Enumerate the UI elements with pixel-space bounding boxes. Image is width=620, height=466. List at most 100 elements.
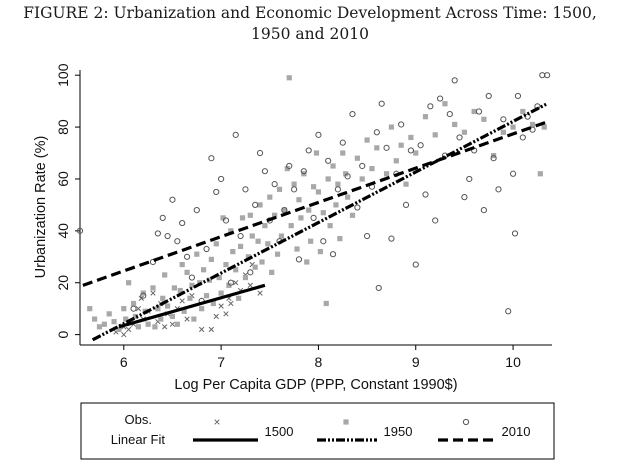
point-1950 <box>162 272 168 278</box>
point-1950 <box>255 238 261 244</box>
point-2010 <box>247 269 254 276</box>
point-1950 <box>230 249 236 255</box>
point-1950 <box>345 194 351 200</box>
point-2010 <box>325 157 332 164</box>
point-1950 <box>294 246 300 252</box>
point-1950 <box>158 316 164 322</box>
point-1500 <box>179 298 185 304</box>
point-2010 <box>130 305 137 312</box>
point-2010 <box>344 173 351 180</box>
point-1950 <box>388 124 395 130</box>
point-2010 <box>295 256 303 263</box>
point-1950 <box>132 313 139 320</box>
point-1950 <box>169 313 176 320</box>
point-1500 <box>247 282 253 288</box>
point-1500 <box>233 280 239 286</box>
point-1950 <box>171 285 177 291</box>
point-1950 <box>349 212 356 218</box>
point-1950 <box>413 150 419 156</box>
point-1950 <box>325 176 331 182</box>
point-1950 <box>315 189 322 195</box>
point-1950 <box>335 181 341 187</box>
point-1950 <box>174 321 180 327</box>
point-1950 <box>130 300 137 307</box>
point-2010 <box>466 175 473 183</box>
point-1950 <box>296 197 302 203</box>
point-1950 <box>87 306 93 312</box>
fit-line-1950 <box>91 102 548 342</box>
point-1950 <box>228 228 234 234</box>
point-2010 <box>183 253 191 260</box>
point-1950 <box>200 267 207 273</box>
point-1950 <box>364 137 370 143</box>
point-2010 <box>436 95 444 102</box>
y-tick-label: 40 <box>55 223 71 239</box>
point-1950 <box>274 251 281 257</box>
point-2010 <box>222 217 230 224</box>
point-2010 <box>461 194 468 201</box>
point-2010 <box>402 201 410 209</box>
legend-series-label-1950: 1950 <box>384 424 413 439</box>
point-1950 <box>150 285 156 291</box>
point-2010 <box>252 201 259 209</box>
legend: Obs. Linear Fit 1500 1950 2010 <box>80 402 555 460</box>
point-1950 <box>520 108 526 115</box>
point-1950 <box>529 121 536 128</box>
x-tick-label: 9 <box>412 354 420 370</box>
point-2010 <box>349 111 356 118</box>
y-tick-label: 20 <box>55 275 71 291</box>
point-1950 <box>269 269 275 275</box>
point-1950 <box>333 202 339 208</box>
point-1950 <box>236 295 242 301</box>
point-1950 <box>106 311 112 317</box>
point-2010 <box>271 181 278 188</box>
point-2010 <box>432 217 439 224</box>
point-2010 <box>140 292 147 299</box>
point-1950 <box>374 145 380 151</box>
point-1950 <box>239 215 246 221</box>
point-2010 <box>300 168 307 175</box>
point-1950 <box>91 316 98 322</box>
point-1950 <box>442 101 448 107</box>
point-1950 <box>481 116 487 122</box>
point-1950 <box>398 142 404 148</box>
point-2010 <box>149 258 157 266</box>
point-2010 <box>407 147 414 154</box>
point-1950 <box>96 324 103 330</box>
legend-marker-1950 <box>343 419 349 425</box>
point-1950 <box>245 254 251 260</box>
point-1950 <box>257 202 263 208</box>
point-2010 <box>281 206 288 214</box>
point-1950 <box>383 171 390 177</box>
point-2010 <box>354 204 361 211</box>
point-1950 <box>284 165 290 172</box>
point-2010 <box>378 100 385 107</box>
y-axis-label: Urbanization Rate (%) <box>33 136 49 279</box>
point-1950 <box>408 134 414 141</box>
point-1950 <box>461 129 468 135</box>
point-1950 <box>206 277 213 283</box>
point-1950 <box>265 241 271 247</box>
point-1950 <box>340 150 346 156</box>
point-1950 <box>135 324 141 330</box>
point-1950 <box>267 194 273 200</box>
point-1500 <box>121 331 127 338</box>
point-2010 <box>398 121 405 128</box>
point-2010 <box>174 238 181 245</box>
point-1950 <box>291 181 297 187</box>
point-1950 <box>242 274 249 281</box>
point-1500 <box>138 295 144 301</box>
point-2010 <box>509 170 517 177</box>
point-1950 <box>210 300 216 307</box>
point-1500 <box>208 326 215 333</box>
point-1950 <box>116 326 122 333</box>
point-1500 <box>126 326 132 333</box>
point-1950 <box>213 241 219 247</box>
point-1950 <box>308 238 314 244</box>
point-1500 <box>162 324 168 330</box>
point-2010 <box>505 308 512 315</box>
legend-marker-1500 <box>214 419 220 425</box>
legend-fit-label: Linear Fit <box>111 432 166 447</box>
legend-marker-2010 <box>462 418 470 426</box>
